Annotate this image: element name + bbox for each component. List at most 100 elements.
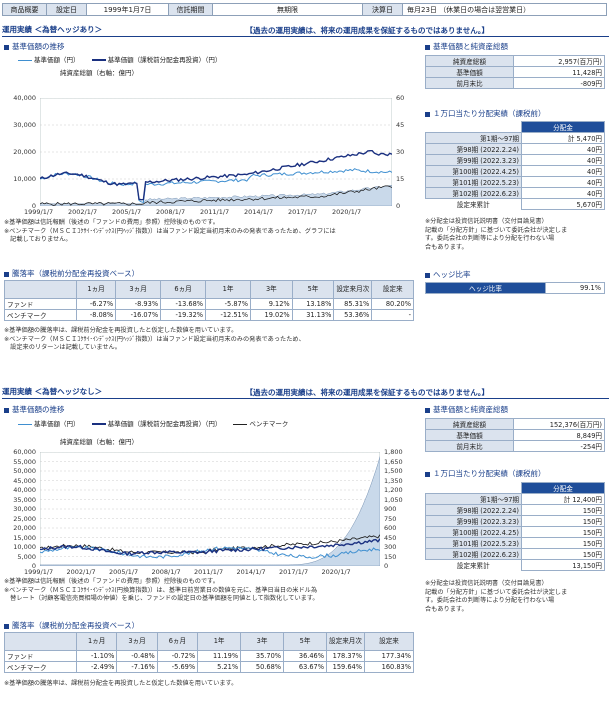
- y-tick-left: 60,000: [13, 448, 36, 456]
- y-tick-right: 60: [396, 94, 405, 102]
- ret-cell: -7.16%: [116, 661, 158, 673]
- ret-h1: 1ヵ月: [75, 280, 117, 299]
- chart-legend: 基準価額（円） 基準価額（課税前分配金再投資）（円）: [18, 54, 221, 64]
- chart-note-1: ※基準価額は信託報酬（後述の「ファンドの費用」参照）控除後のものです。: [4, 219, 219, 226]
- ret-cell: 36.46%: [283, 650, 328, 662]
- y-tick-right: 1,500: [384, 467, 403, 475]
- ret-cell: -8.93%: [115, 298, 162, 310]
- y-tick-right: 30: [396, 148, 405, 156]
- dist-label: 第102期 (2022.6.23): [425, 548, 522, 560]
- ret-h6: 5年: [283, 632, 328, 651]
- returns-table: 1ヵ月 3ヵ月 6ヵ月 1年 3年 5年 設定来月次 設定来 ファンド -6.2…: [4, 280, 414, 321]
- ret-cell: 5.21%: [197, 661, 242, 673]
- y-axis-left: 40,000 30,000 20,000 10,000 0: [0, 94, 38, 210]
- table-row: ファンド -1.10% -0.48% -0.72% 11.19% 35.70% …: [4, 650, 414, 662]
- table-row: 第102期 (2022.6.23) 40円: [425, 187, 605, 199]
- ret-cell: ベンチマーク: [4, 309, 77, 321]
- y-tick-left: 45,000: [13, 476, 36, 485]
- y-tick-left: 40,000: [13, 486, 36, 494]
- y-tick-left: 30,000: [13, 505, 36, 513]
- ret-cell: -12.51%: [205, 309, 251, 321]
- table-row: 第98期 (2022.2.24) 40円: [425, 143, 605, 155]
- y-axis-left: 60,000 55,000 50,000 45,000 40,000 35,000 30,0…: [0, 448, 38, 570]
- dist-label: 第1期～97期: [425, 132, 522, 144]
- nav-box-label: 基準価額: [425, 429, 514, 441]
- x-tick: 2014/1/7: [236, 568, 266, 576]
- dist-table: 分配金 第1期～97期計 5,470円 第98期 (2022.2.24) 40円 …: [425, 121, 605, 210]
- legend-bench: ベンチマーク: [249, 420, 289, 428]
- ret-note-1: ※基準価額の騰落率は、課税前分配金を再投資したと仮定した数値を用いています。: [4, 327, 238, 334]
- x-tick: 2011/1/7: [194, 568, 224, 576]
- ret-cell: -5.69%: [156, 661, 199, 673]
- dist-value: 150円: [521, 548, 605, 560]
- legend-aum-label: 純資産総額（右軸：億円）: [60, 69, 138, 77]
- nav-chart: [40, 452, 380, 566]
- y-tick-left: 35,000: [13, 495, 36, 504]
- y-tick-left: 40,000: [13, 94, 36, 102]
- dist-value: 150円: [521, 537, 605, 549]
- ret-cell: 53.36%: [333, 309, 373, 321]
- legend-nav: 基準価額（円）: [34, 56, 80, 64]
- dist-total-label: 設定来累計: [425, 559, 522, 571]
- x-tick: 2005/1/7: [112, 208, 142, 216]
- table-row: ヘッジ比率 99.1%: [425, 282, 605, 294]
- ret-cell: -1.10%: [75, 650, 118, 662]
- chart-notes: ※基準価額は信託報酬（後述の「ファンドの費用」参照）控除後のものです。 ※ベンチ…: [4, 219, 336, 245]
- x-tick: 1999/1/7: [24, 208, 54, 216]
- dist-label: 第101期 (2022.5.23): [425, 176, 522, 188]
- table-row: ファンド -6.27% -8.93% -13.68% -5.87% 9.12% …: [4, 298, 414, 310]
- y-tick-right: 0: [384, 562, 389, 570]
- returns-header-row: 1ヵ月 3ヵ月 6ヵ月 1年 3年 5年 設定来月次 設定来: [4, 632, 414, 651]
- y-tick-left: 55,000: [13, 457, 36, 466]
- y-tick-right: 750: [384, 514, 397, 523]
- ret-cell: 31.13%: [291, 309, 335, 321]
- x-tick: 2020/1/7: [332, 208, 362, 216]
- ret-h3: 6ヵ月: [160, 280, 207, 299]
- settle-value: 毎月23日 （休業日の場合は翌営業日）: [402, 3, 607, 16]
- table-row: 第1期～97期計 12,400円: [425, 493, 605, 505]
- hedge-label: ヘッジ比率: [425, 282, 546, 294]
- dist-label: 第98期 (2022.2.24): [425, 504, 522, 516]
- y-tick-left: 20,000: [13, 148, 36, 156]
- y-axis-right: 1,800 1,650 1,500 1,350 1,200 1,050 900 750 600 4…: [382, 448, 412, 570]
- returns-notes: ※基準価額の騰落率は、課税前分配金を再投資したと仮定した数値を用いています。: [4, 680, 237, 689]
- y-axis-right: 60 45 30 15 0: [394, 94, 414, 210]
- ret-cell: ファンド: [4, 650, 77, 662]
- y-tick-right: 1,650: [384, 457, 403, 466]
- ret-cell: -0.48%: [116, 650, 158, 662]
- dist-label: 第100期 (2022.4.25): [425, 526, 522, 538]
- table-row: 第98期 (2022.2.24) 150円: [425, 504, 605, 516]
- product-label: 商品概要: [2, 3, 47, 16]
- dist-value: 150円: [521, 504, 605, 516]
- ret-cell: 63.67%: [283, 661, 328, 673]
- ret-h4: 1年: [197, 632, 242, 651]
- y-tick-right: 45: [396, 121, 405, 129]
- ret-cell: ファンド: [4, 298, 77, 310]
- ret-cell: 9.12%: [250, 298, 293, 310]
- y-tick-right: 0: [396, 202, 401, 210]
- table-row: 第99期 (2022.3.23) 150円: [425, 515, 605, 527]
- y-tick-right: 450: [384, 533, 397, 542]
- x-tick: 2002/1/7: [68, 208, 98, 216]
- ret-cell: 178.37%: [326, 650, 365, 662]
- nav-chart-title: 基準価額の推移: [4, 404, 65, 415]
- section-title: 運用実績 ＜為替ヘッジなし＞: [2, 387, 103, 396]
- hedge-table: ヘッジ比率 99.1%: [425, 282, 605, 294]
- ret-cell: 160.83%: [364, 661, 414, 673]
- ret-cell: 159.64%: [326, 661, 365, 673]
- y-tick-left: 0: [31, 202, 36, 210]
- chart-legend: 基準価額（円） 基準価額（課税前分配金再投資）（円） ベンチマーク: [18, 418, 288, 428]
- setup-label: 設定日: [46, 3, 87, 16]
- reinvest-line: [40, 150, 392, 201]
- dist-total-value: 13,150円: [521, 559, 605, 571]
- nav-chart: [40, 98, 392, 206]
- x-axis: 1999/1/7 2002/1/7 2005/1/7 2008/1/7 2011/1/7…: [24, 208, 392, 218]
- dist-table: 分配金 第1期～97期計 12,400円 第98期 (2022.2.24) 150…: [425, 482, 605, 571]
- disclaimer: 【過去の運用実績は、将来の運用成果を保証するものではありません。】: [245, 26, 489, 35]
- ret-h2: 3ヵ月: [116, 632, 158, 651]
- ret-h0: [4, 280, 77, 299]
- legend-reinvest-swatch: [91, 423, 106, 425]
- table-row: 設定来累計 5,670円: [425, 198, 605, 210]
- dist-label: 第99期 (2022.3.23): [425, 515, 522, 527]
- y-tick-left: 25,000: [13, 514, 36, 523]
